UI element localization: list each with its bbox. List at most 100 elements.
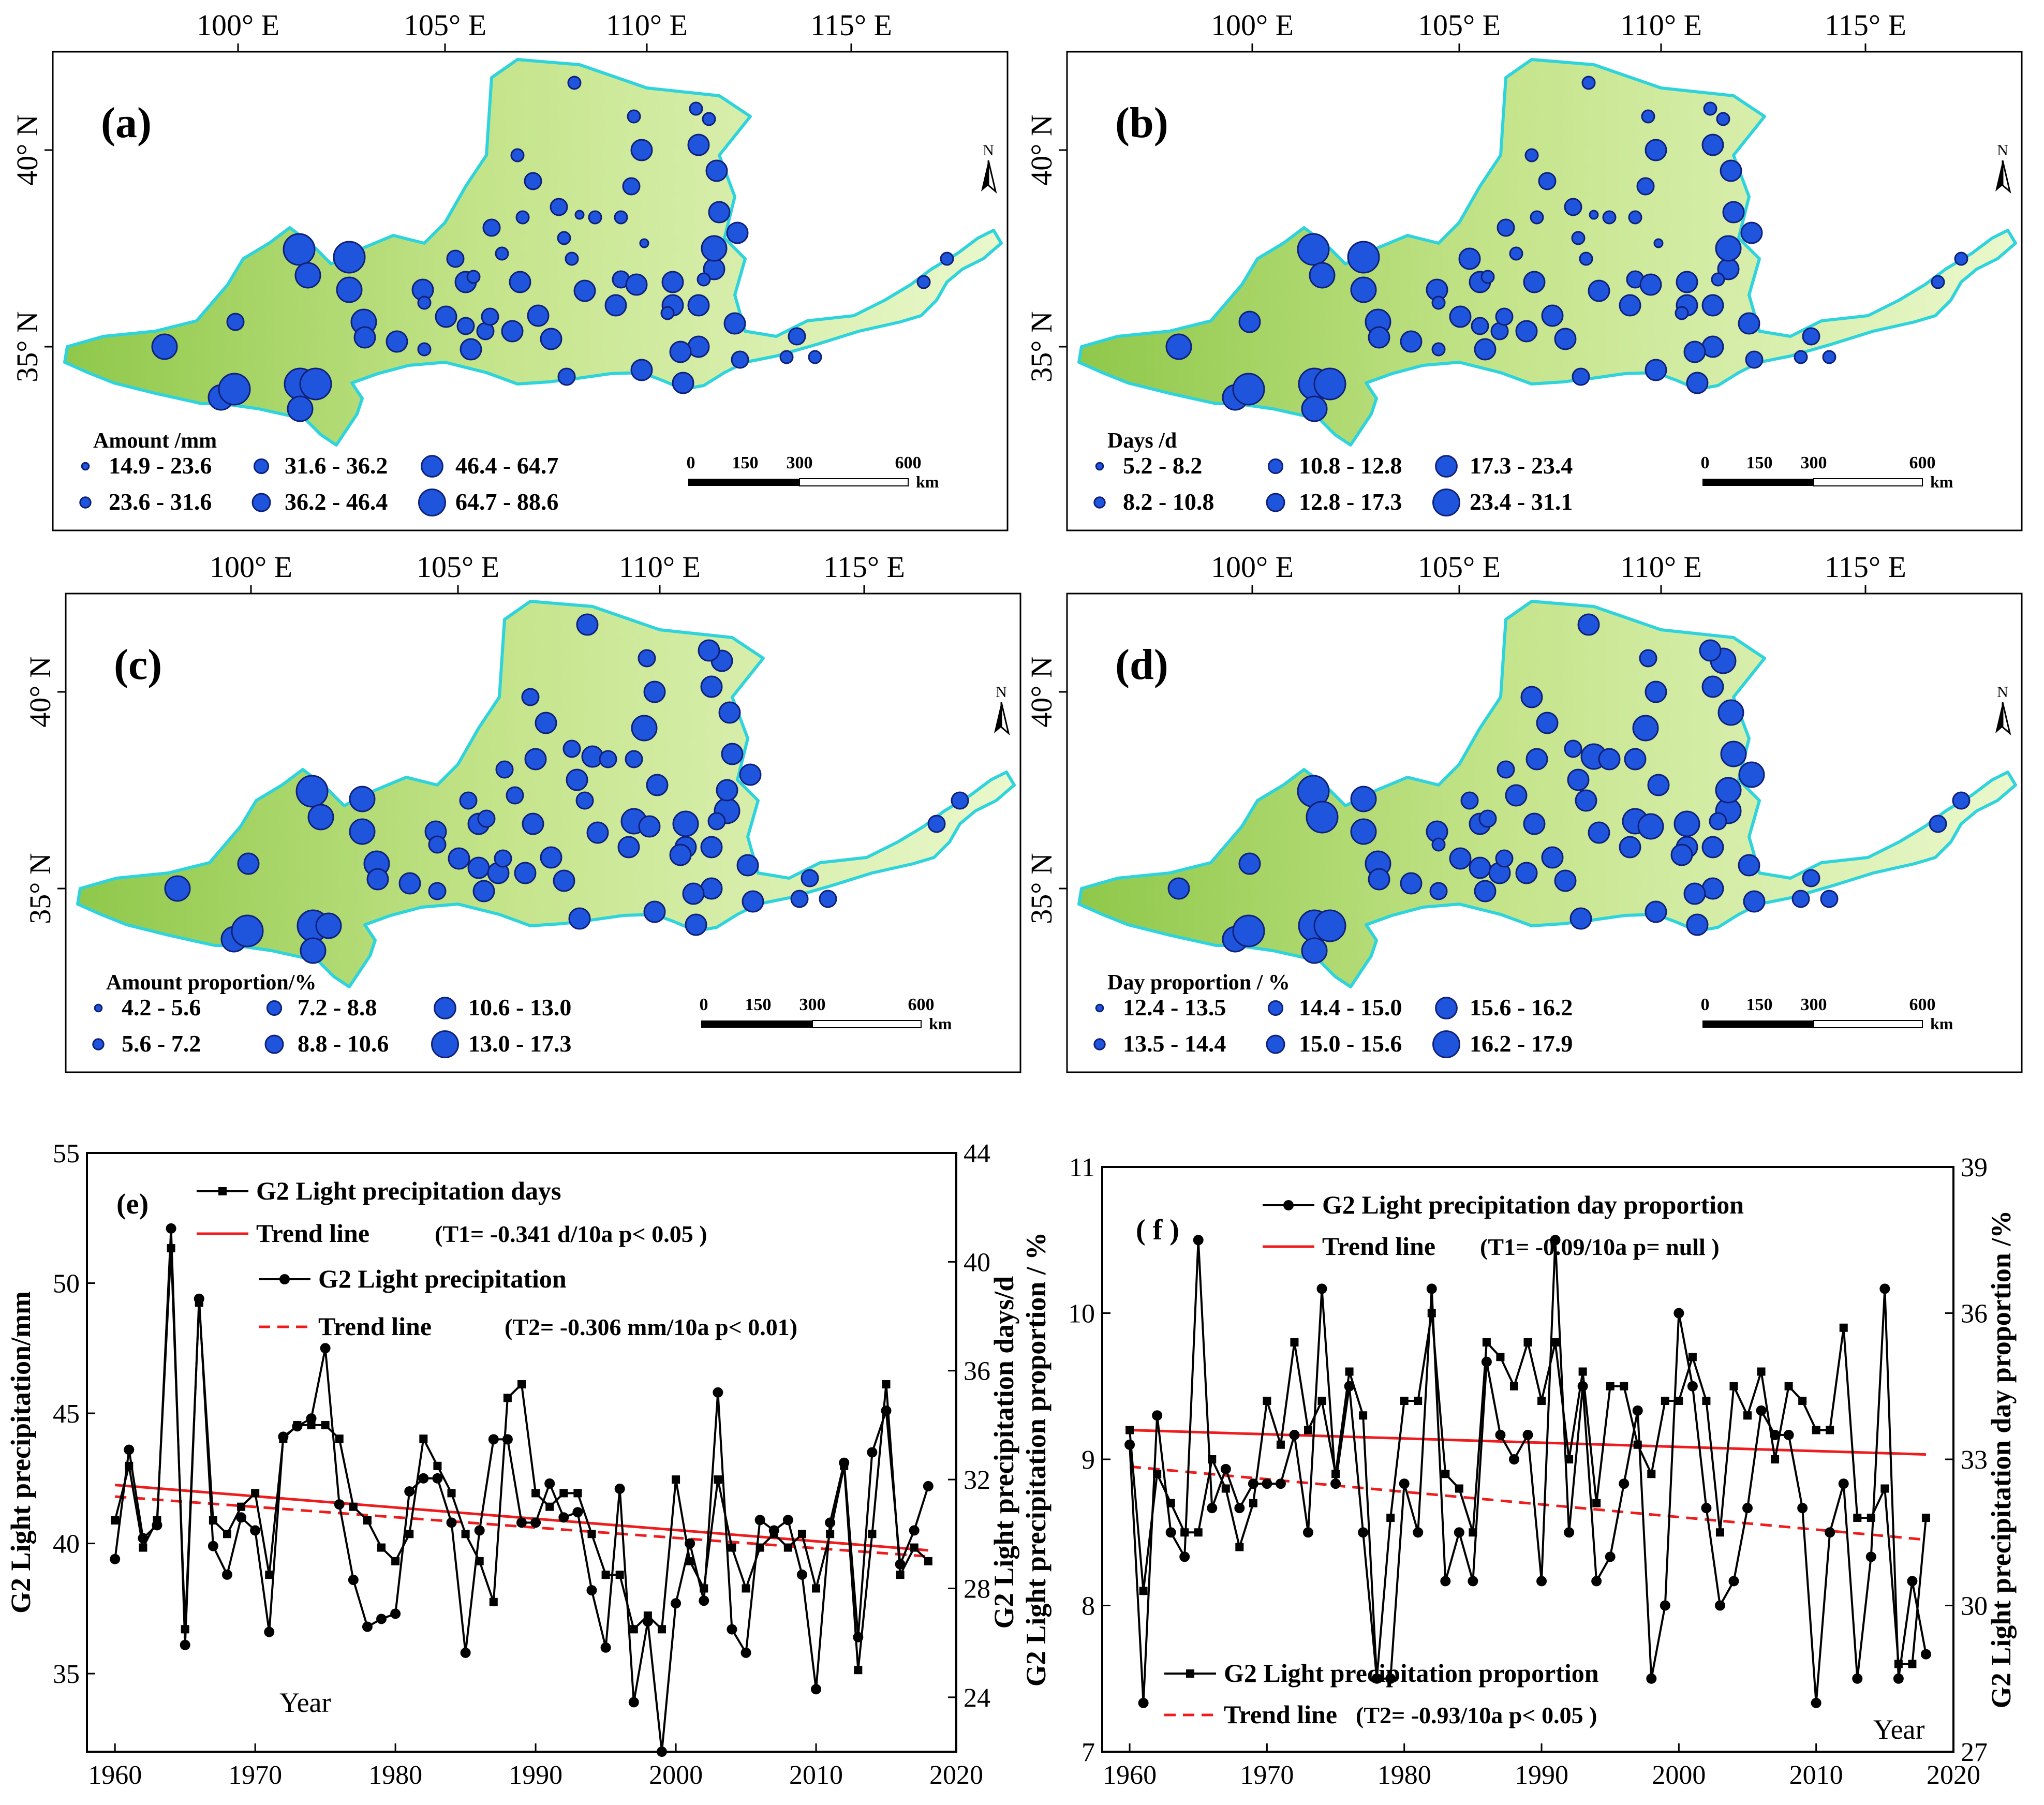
data-point	[321, 1421, 330, 1429]
legend-stat: (T2= -0.306 mm/10a p< 0.01)	[505, 1314, 797, 1340]
station-dot	[1313, 367, 1346, 401]
y-right-axis-label: G2 Light precipitation day proportion /%	[1986, 1210, 2017, 1709]
scale-bar-white	[812, 1020, 922, 1028]
station-dot	[672, 810, 699, 837]
station-dot	[1686, 913, 1709, 936]
legend-dot	[94, 1003, 103, 1013]
data-point	[433, 1461, 442, 1470]
data-point	[853, 1632, 864, 1643]
legend-entry: Trend line (T2= -0.93/10a p< 0.05 )	[1164, 1700, 1597, 1729]
station-dot	[1802, 327, 1820, 346]
station-dot	[669, 844, 692, 866]
lon-tick-label: 115° E	[1825, 550, 1906, 584]
data-point	[1756, 1405, 1767, 1416]
data-point	[1495, 1429, 1506, 1440]
legend-dot	[1093, 1038, 1106, 1051]
data-point	[909, 1525, 920, 1536]
station-dot	[557, 367, 576, 386]
scale-bar-label: 0	[1701, 995, 1710, 1014]
legend-dot	[92, 1038, 105, 1051]
data-point	[896, 1571, 905, 1579]
series-line	[114, 1228, 929, 1752]
data-point	[1330, 1478, 1341, 1489]
data-point	[1757, 1367, 1766, 1376]
north-arrow-icon: N	[1995, 684, 2011, 736]
data-point	[1867, 1514, 1875, 1522]
station-dot	[287, 395, 314, 422]
data-point	[657, 1625, 666, 1634]
station-dot	[1350, 786, 1377, 812]
station-dot	[574, 210, 585, 220]
trend-line	[115, 1495, 928, 1558]
station-dot	[1478, 809, 1497, 828]
station-dot	[1469, 856, 1491, 879]
station-dot	[1588, 821, 1610, 844]
map-frame	[1066, 593, 2023, 1073]
data-point	[1551, 1338, 1560, 1347]
data-point	[1714, 1600, 1725, 1611]
station-dot	[300, 937, 327, 964]
station-dot	[1474, 338, 1497, 361]
legend-title: Amount /mm	[93, 429, 217, 453]
data-point	[1564, 1527, 1575, 1538]
station-dot	[353, 326, 376, 349]
station-dot	[1554, 869, 1577, 892]
scale-bar-white	[799, 478, 909, 486]
lat-tick-label: 40° N	[1025, 114, 1058, 186]
data-point	[1825, 1527, 1835, 1538]
station-dot	[151, 333, 178, 360]
station-dot	[742, 890, 764, 913]
station-dot	[506, 786, 524, 805]
station-dot	[1309, 262, 1336, 289]
legend-dot	[434, 997, 456, 1019]
data-point	[586, 1585, 597, 1596]
data-point	[432, 1473, 443, 1484]
station-dot	[495, 246, 509, 261]
data-point	[1661, 1397, 1669, 1405]
legend-dot	[418, 489, 446, 516]
data-point	[251, 1489, 260, 1498]
panel-label: (e)	[116, 1188, 149, 1220]
data-point	[1620, 1382, 1628, 1390]
scale-bar-unit: km	[1930, 1014, 1953, 1033]
station-dot	[1581, 76, 1596, 90]
lat-tick-label: 40° N	[1025, 656, 1058, 728]
data-point	[363, 1516, 372, 1525]
lon-tick-label: 110° E	[606, 8, 688, 42]
data-point	[1838, 1478, 1849, 1489]
map-panel-d: 100° E 105° E 110° E 115° E 40° N 35° N (d) N Da…	[1025, 550, 2023, 1073]
scale-bar-label: 150	[732, 453, 759, 472]
data-point	[1907, 1576, 1918, 1587]
x-tick-label: 2000	[649, 1760, 703, 1790]
data-point	[1482, 1338, 1491, 1347]
data-point	[1894, 1660, 1903, 1668]
station-dot	[398, 872, 421, 895]
data-point	[754, 1515, 765, 1526]
station-dot	[1624, 748, 1647, 771]
data-point	[460, 1647, 471, 1658]
data-point	[1372, 1674, 1381, 1683]
legend-dot	[421, 455, 443, 478]
station-dot	[1347, 241, 1380, 274]
basin-area	[63, 58, 1003, 447]
station-dot	[1495, 307, 1514, 326]
y-axis-label: G2 Light precipitation proportion / %	[1020, 1232, 1051, 1687]
data-point	[1675, 1397, 1683, 1405]
legend-dot	[1095, 462, 1104, 471]
data-point	[1275, 1478, 1286, 1489]
series-line	[1129, 1313, 1927, 1679]
data-point	[265, 1571, 274, 1579]
data-point	[728, 1543, 736, 1552]
data-point	[1771, 1455, 1780, 1463]
y-right-tick-label: 39	[1961, 1153, 1988, 1182]
station-dot	[951, 791, 969, 810]
station-dot	[630, 139, 653, 161]
station-dot	[514, 862, 537, 884]
y-right-tick-label: 36	[964, 1357, 990, 1386]
station-dot	[1400, 872, 1423, 895]
station-dot	[1515, 862, 1538, 884]
data-point	[1426, 1283, 1437, 1294]
lat-tick-label: 35° N	[1025, 853, 1058, 924]
